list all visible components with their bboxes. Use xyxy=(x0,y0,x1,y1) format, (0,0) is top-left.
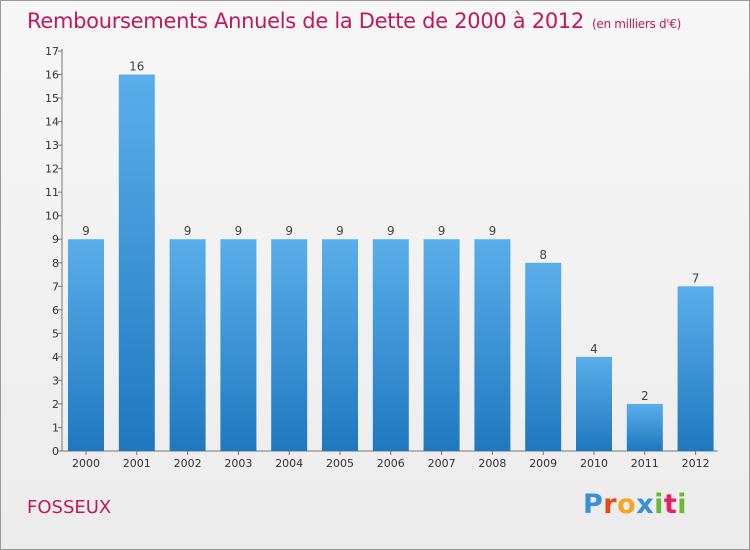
data-label: 7 xyxy=(692,271,700,285)
data-labels: 9 16 9 9 9 9 9 9 9 8 4 2 7 xyxy=(82,60,699,403)
data-label: 9 xyxy=(285,224,293,238)
x-tick-label: 2005 xyxy=(326,457,354,470)
logo-letter: x xyxy=(636,489,655,520)
data-label: 9 xyxy=(489,224,497,238)
data-label: 16 xyxy=(129,60,144,74)
data-label: 9 xyxy=(184,224,192,238)
bar xyxy=(68,239,104,451)
x-tick-label: 2012 xyxy=(682,457,710,470)
data-label: 2 xyxy=(641,389,649,403)
y-tick-label: 7 xyxy=(52,280,59,293)
bar xyxy=(372,239,409,451)
y-tick-label: 14 xyxy=(45,116,59,129)
chart-title: Remboursements Annuels de la Dette de 20… xyxy=(27,9,681,33)
unit-note: (en milliers d'€) xyxy=(592,17,682,31)
y-tick-label: 15 xyxy=(45,92,59,105)
y-tick-label: 2 xyxy=(52,398,59,411)
y-tick-label: 11 xyxy=(45,186,59,199)
title-text: Remboursements Annuels de la Dette de 20… xyxy=(27,9,584,33)
proxiti-logo: Proxiti xyxy=(583,489,687,520)
y-tick-label: 3 xyxy=(52,374,59,387)
bar xyxy=(576,356,612,451)
bar xyxy=(271,239,308,451)
bar xyxy=(220,239,257,451)
data-label: 8 xyxy=(539,248,547,262)
logo-letter: P xyxy=(583,489,604,520)
logo-letter: i xyxy=(677,489,688,520)
logo-letter: o xyxy=(617,489,637,520)
bar xyxy=(169,239,206,451)
data-label: 9 xyxy=(235,224,243,238)
logo-letter: t xyxy=(663,489,678,520)
data-label: 9 xyxy=(438,224,446,238)
x-tick-label: 2007 xyxy=(428,457,456,470)
y-tick-label: 17 xyxy=(45,45,59,58)
x-tick-label: 2004 xyxy=(275,457,303,470)
y-tick-label: 4 xyxy=(52,351,59,364)
y-tick-label: 13 xyxy=(45,139,59,152)
x-tick-label: 2001 xyxy=(123,457,151,470)
x-tick-label: 2002 xyxy=(174,457,202,470)
x-tick-label: 2009 xyxy=(529,457,557,470)
y-tick-label: 16 xyxy=(45,69,59,82)
y-tick-label: 9 xyxy=(52,233,59,246)
x-tick-label: 2006 xyxy=(377,457,405,470)
x-tick-label: 2010 xyxy=(580,457,608,470)
commune-name: FOSSEUX xyxy=(27,497,112,518)
y-tick-label: 1 xyxy=(52,421,59,434)
y-tick-label: 8 xyxy=(52,257,59,270)
bar xyxy=(677,286,714,451)
logo-letter: r xyxy=(603,489,618,520)
bar xyxy=(626,403,663,451)
bar xyxy=(118,74,155,451)
bar xyxy=(474,239,511,451)
y-tick-label: 10 xyxy=(45,210,59,223)
x-tick-label: 2003 xyxy=(224,457,252,470)
bars xyxy=(68,74,714,451)
data-label: 9 xyxy=(387,224,395,238)
bar xyxy=(322,239,358,451)
logo-letter: i xyxy=(654,489,664,520)
x-tick-label: 2008 xyxy=(478,457,506,470)
y-tick-label: 5 xyxy=(52,327,59,340)
y-tick-label: 0 xyxy=(52,445,59,458)
data-label: 4 xyxy=(590,342,598,356)
bar xyxy=(525,262,562,451)
data-label: 9 xyxy=(336,224,344,238)
bar xyxy=(423,239,460,451)
x-tick-label: 2000 xyxy=(72,457,100,470)
y-tick-label: 6 xyxy=(52,304,59,317)
x-tick-label: 2011 xyxy=(631,457,659,470)
y-tick-label: 12 xyxy=(45,163,59,176)
data-label: 9 xyxy=(82,224,90,238)
